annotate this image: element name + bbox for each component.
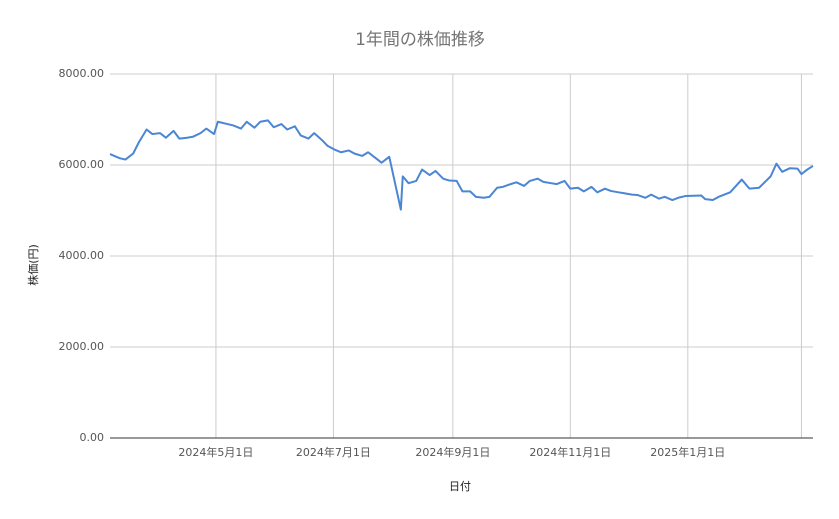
x-tick-label: 2024年5月1日 — [178, 445, 253, 459]
x-axis-label: 日付 — [449, 480, 471, 493]
y-tick-label: 2000.00 — [59, 340, 105, 353]
x-tick-label: 2025年1月1日 — [650, 445, 725, 459]
y-tick-label: 4000.00 — [59, 249, 105, 262]
x-tick-label: 2024年7月1日 — [296, 445, 371, 459]
chart-title: 1年間の株価推移 — [355, 30, 485, 50]
x-tick-label: 2024年9月1日 — [415, 445, 490, 459]
y-tick-label: 6000.00 — [59, 158, 105, 171]
y-axis-label: 株価(円) — [26, 244, 40, 286]
y-tick-label: 0.00 — [80, 431, 105, 444]
x-tick-label: 2024年11月1日 — [529, 445, 611, 459]
price-line — [109, 119, 814, 211]
y-tick-label: 8000.00 — [59, 67, 105, 80]
